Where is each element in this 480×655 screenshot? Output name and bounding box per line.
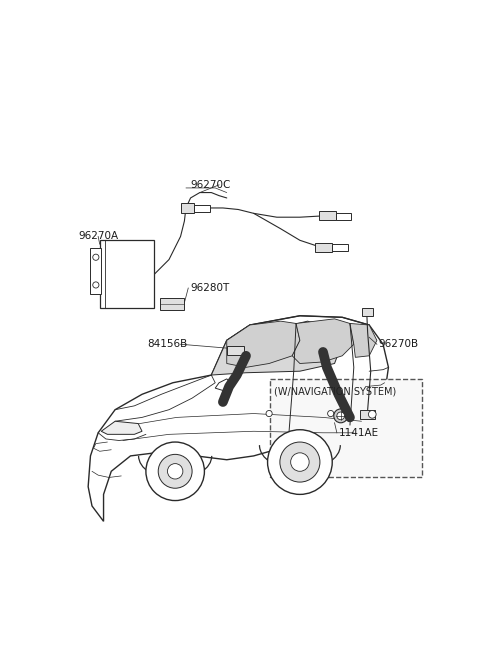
Text: 96270B: 96270B [378, 339, 419, 349]
Circle shape [266, 411, 272, 417]
Bar [319, 211, 336, 220]
Circle shape [328, 411, 334, 417]
Text: 96270C: 96270C [191, 180, 231, 190]
Polygon shape [215, 379, 230, 390]
Circle shape [337, 412, 345, 420]
Text: 96270A: 96270A [78, 231, 118, 242]
Bar [227, 346, 244, 355]
Bar [100, 240, 154, 308]
Polygon shape [211, 321, 346, 375]
Bar [360, 409, 375, 419]
Bar [90, 248, 101, 294]
Polygon shape [88, 316, 388, 521]
Bar [361, 308, 373, 316]
Bar [270, 379, 421, 477]
Circle shape [93, 254, 99, 260]
Circle shape [291, 453, 309, 472]
Circle shape [280, 442, 320, 482]
Text: 1141AE: 1141AE [338, 428, 379, 438]
Bar [336, 213, 351, 219]
Text: 96280T: 96280T [191, 283, 230, 293]
Bar [180, 203, 194, 213]
Bar [160, 298, 184, 310]
Circle shape [93, 282, 99, 288]
Bar [332, 244, 348, 251]
Polygon shape [350, 324, 377, 358]
Circle shape [168, 464, 183, 479]
Circle shape [369, 411, 376, 418]
Polygon shape [101, 421, 142, 434]
Circle shape [267, 430, 332, 495]
Circle shape [334, 409, 348, 422]
Text: (W/NAVIGATION SYSTEM): (W/NAVIGATION SYSTEM) [274, 386, 396, 396]
Bar [194, 205, 210, 212]
Circle shape [146, 442, 204, 500]
Polygon shape [227, 321, 300, 367]
Bar [315, 242, 332, 252]
Text: 84156B: 84156B [147, 339, 188, 349]
Circle shape [158, 455, 192, 488]
Polygon shape [292, 319, 354, 364]
